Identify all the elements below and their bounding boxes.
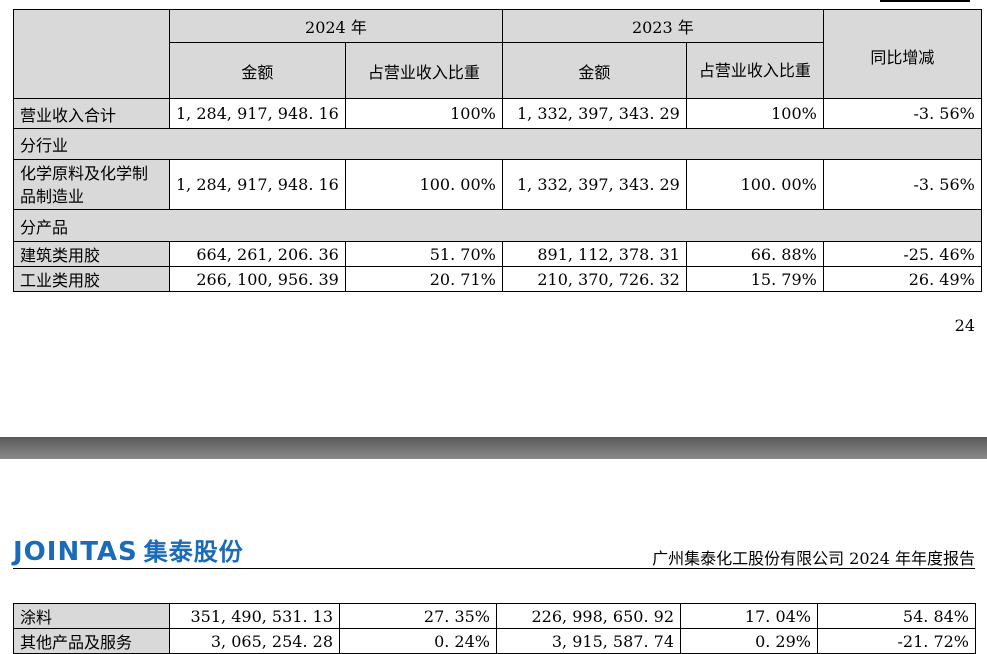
page-separator: [0, 437, 987, 459]
header-amount-2024: 金额: [169, 42, 346, 99]
row-label: 其他产品及服务: [13, 628, 170, 654]
amount-2023: 210, 370, 726. 32: [501, 266, 687, 292]
header-yoy: 同比增减: [822, 9, 982, 99]
section-label: 分行业: [13, 128, 982, 160]
table-header-row: 2024 年 2023 年 同比增减: [13, 9, 982, 99]
header-year-2024: 2024 年: [169, 9, 503, 43]
ratio-2024: 0. 24%: [339, 628, 497, 654]
header-ratio-2024: 占营业收入比重: [344, 42, 503, 99]
yoy-change: 54. 84%: [817, 603, 976, 629]
ratio-2024: 100%: [344, 98, 503, 129]
company-logo: JOINTAS 集泰股份: [13, 532, 244, 567]
header-ratio-2023: 占营业收入比重: [685, 42, 824, 99]
page-number: 24: [954, 316, 975, 335]
section-row-industry: 分行业: [13, 128, 982, 160]
ratio-2023: 66. 88%: [685, 241, 824, 267]
table-subheader-row: 金额 占营业收入比重 金额 占营业收入比重: [13, 42, 982, 99]
row-label: 建筑类用胶: [13, 241, 170, 267]
row-label: 涂料: [13, 603, 170, 629]
header-empty-cell: [13, 9, 170, 99]
amount-2024: 1, 284, 917, 948. 16: [169, 159, 346, 210]
amount-2023: 1, 332, 397, 343. 29: [501, 98, 687, 129]
header-rule: [13, 568, 975, 569]
header-amount-2023: 金额: [501, 42, 687, 99]
table-row: 营业收入合计 1, 284, 917, 948. 16 100% 1, 332,…: [13, 98, 982, 129]
amount-2024: 664, 261, 206. 36: [169, 241, 346, 267]
amount-2023: 891, 112, 378. 31: [501, 241, 687, 267]
amount-2024: 3, 065, 254. 28: [169, 628, 340, 654]
ratio-2023: 17. 04%: [680, 603, 818, 629]
ratio-2023: 15. 79%: [685, 266, 824, 292]
yoy-change: -21. 72%: [817, 628, 976, 654]
yoy-change: -25. 46%: [822, 241, 982, 267]
amount-2023: 226, 998, 650. 92: [496, 603, 681, 629]
table-row: 涂料 351, 490, 531. 13 27. 35% 226, 998, 6…: [13, 603, 976, 629]
table-row: 建筑类用胶 664, 261, 206. 36 51. 70% 891, 112…: [13, 241, 982, 267]
row-label: 化学原料及化学制品制造业: [13, 159, 170, 210]
revenue-composition-table-continued: 涂料 351, 490, 531. 13 27. 35% 226, 998, 6…: [13, 603, 976, 654]
ratio-2024: 27. 35%: [339, 603, 497, 629]
ratio-2024: 20. 71%: [344, 266, 503, 292]
amount-2023: 3, 915, 587. 74: [496, 628, 681, 654]
yoy-change: -3. 56%: [822, 159, 982, 210]
amount-2024: 266, 100, 956. 39: [169, 266, 346, 292]
table-row: 工业类用胶 266, 100, 956. 39 20. 71% 210, 370…: [13, 266, 982, 292]
row-label: 营业收入合计: [13, 98, 170, 129]
amount-2023: 1, 332, 397, 343. 29: [501, 159, 687, 210]
amount-2024: 1, 284, 917, 948. 16: [169, 98, 346, 129]
ratio-2024: 100. 00%: [344, 159, 503, 210]
row-label: 工业类用胶: [13, 266, 170, 292]
logo-latin: JOINTAS: [13, 537, 138, 567]
revenue-composition-table: 2024 年 2023 年 同比增减 金额 占营业收入比重 金额 占营业收入比重…: [13, 9, 982, 292]
ratio-2024: 51. 70%: [344, 241, 503, 267]
yoy-change: -3. 56%: [822, 98, 982, 129]
ratio-2023: 100. 00%: [685, 159, 824, 210]
yoy-change: 26. 49%: [822, 266, 982, 292]
amount-2024: 351, 490, 531. 13: [169, 603, 340, 629]
table-row: 其他产品及服务 3, 065, 254. 28 0. 24% 3, 915, 5…: [13, 628, 976, 654]
cut-off-top-line: [880, 0, 970, 2]
ratio-2023: 0. 29%: [680, 628, 818, 654]
header-year-2023: 2023 年: [501, 9, 824, 43]
logo-chinese: 集泰股份: [143, 538, 244, 566]
section-label: 分产品: [13, 209, 982, 242]
ratio-2023: 100%: [685, 98, 824, 129]
report-title: 广州集泰化工股份有限公司 2024 年年度报告: [652, 549, 975, 568]
table-row: 化学原料及化学制品制造业 1, 284, 917, 948. 16 100. 0…: [13, 159, 982, 210]
section-row-product: 分产品: [13, 209, 982, 242]
